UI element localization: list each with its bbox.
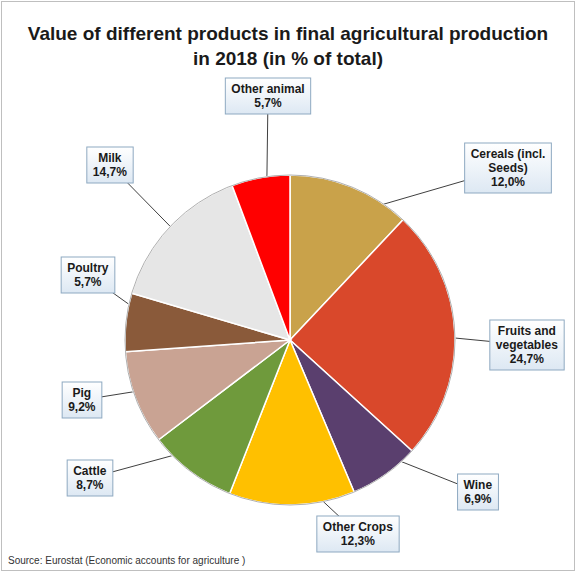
data-label: 12,0% [491,175,525,189]
frame [2,2,575,571]
label-box: Wine6,9% [458,474,499,510]
data-label: 24,7% [510,352,544,366]
category-label: Fruits andvegetables [496,324,558,352]
label-box: Cereals (incl.Seeds)12,0% [465,143,552,193]
label-background [465,143,552,193]
label-background [225,78,310,114]
label-background [87,147,133,183]
data-label: 14,7% [93,165,127,179]
text-line: Milk [98,151,122,165]
text-line: Fruits and [498,324,556,338]
category-label: Wine [464,478,493,492]
text-line: Wine [464,478,493,492]
label-box: Fruits andvegetables24,7% [490,320,564,370]
data-label: 9,2% [68,400,96,414]
label-box: Pig9,2% [62,382,102,418]
text-line: Poultry [67,261,109,275]
leader-lines [82,96,527,534]
label-box: Cattle8,7% [67,460,113,496]
label-background [62,382,102,418]
data-label: 6,9% [464,492,492,506]
labels: Cereals (incl.Seeds)12,0% Fruits andveget… [61,78,564,552]
chart-svg: Value of different products in final agr… [0,0,576,572]
category-label: Cereals (incl.Seeds) [471,147,546,175]
pie-outline [125,175,455,505]
data-label: 8,7% [76,478,104,492]
source-note: Source: Eurostat (Economic accounts for … [8,555,245,566]
label-background [67,460,113,496]
pie-slice [232,175,290,340]
data-label: 5,7% [74,275,102,289]
category-label: Other animal [231,82,304,96]
plot-area [125,175,455,505]
category-label: Other Crops [323,520,393,534]
category-label: Poultry [67,261,109,275]
label-background [458,474,499,510]
label-box: Other Crops12,3% [317,516,399,552]
data-label: 12,3% [341,534,375,548]
label-background [490,320,564,370]
text-line: Other animal [231,82,304,96]
text-line: Value of different products in final agr… [28,23,548,44]
text-line: Other Crops [323,520,393,534]
pie-slice [125,340,290,440]
category-label: Cattle [73,464,107,478]
text-line: Seeds) [488,161,527,175]
label-background [61,257,115,293]
label-box: Poultry5,7% [61,257,115,293]
data-label: 5,7% [254,96,282,110]
text-line: in 2018 (in % of total) [193,48,383,69]
category-label: Milk [98,151,122,165]
text-line: Cattle [73,464,107,478]
text-line: vegetables [496,338,558,352]
text-line: Cereals (incl. [471,147,546,161]
text-line: Pig [73,386,92,400]
chart-title: Value of different products in final agr… [28,23,548,69]
label-background [317,516,399,552]
label-box: Milk14,7% [87,147,133,183]
label-box: Other animal5,7% [225,78,310,114]
category-label: Pig [73,386,92,400]
